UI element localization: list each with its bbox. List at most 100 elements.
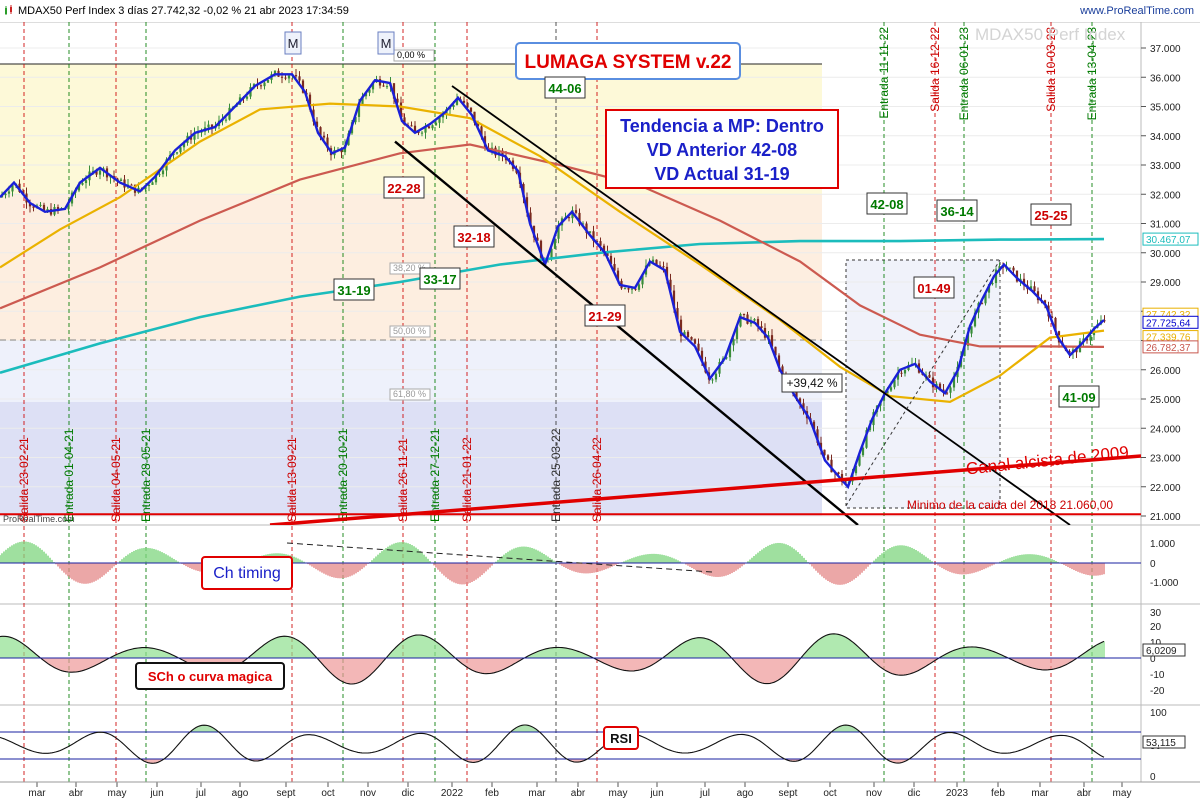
candle-body xyxy=(207,124,210,128)
candle-body xyxy=(147,184,151,187)
rsi-line xyxy=(0,724,1105,764)
price-tick-label: 31.000 xyxy=(1150,220,1181,231)
candle-body xyxy=(823,449,826,456)
candle-body xyxy=(662,266,665,268)
candle-body xyxy=(399,102,403,118)
candle-body xyxy=(438,117,441,123)
chart-header: MDAX50 Perf Index 3 días 27.742,32 -0,02… xyxy=(0,0,1200,23)
candle-body xyxy=(623,288,627,290)
candle-body xyxy=(130,184,133,186)
price-tick-label: 29.000 xyxy=(1150,278,1181,289)
time-tick-label: oct xyxy=(321,788,335,799)
candle-body xyxy=(1015,270,1019,282)
candle-body xyxy=(690,337,693,340)
signal-label: Entrada 28-05-21 xyxy=(139,428,153,522)
candle-body xyxy=(175,152,179,154)
candle-body xyxy=(599,241,602,246)
price-label-text: 27.725,64 xyxy=(1146,318,1191,329)
candle-body xyxy=(67,203,70,210)
candle-body xyxy=(781,366,784,374)
candle-body xyxy=(39,204,42,206)
channel-upper-line xyxy=(451,85,1071,525)
candle-body xyxy=(966,333,970,346)
score-value: 32-18 xyxy=(457,230,490,245)
candle-body xyxy=(991,283,994,285)
candle-body xyxy=(700,350,704,362)
time-tick-label: 2023 xyxy=(946,788,969,799)
indicator-tick: 0 xyxy=(1150,559,1156,570)
candle-body xyxy=(462,100,466,103)
candle-body xyxy=(655,259,658,266)
indicator-name: Ch timing xyxy=(213,565,281,582)
annotation-labels: MDAX50 Perf Index 0,00 % 38,20 % 50,00 % 61,… xyxy=(3,25,1130,750)
candle-body xyxy=(893,379,896,388)
candle-body xyxy=(613,263,616,271)
candle-body xyxy=(739,314,742,327)
candle-body xyxy=(728,345,732,358)
indicator-tick: 30 xyxy=(1150,608,1162,619)
m-marker: M xyxy=(288,36,299,51)
signal-label: Entrada 01-04-21 xyxy=(62,428,76,522)
candle-body xyxy=(735,326,739,340)
candle-body xyxy=(609,255,613,264)
candle-body xyxy=(151,182,154,185)
candle-body xyxy=(630,288,634,290)
indicator-tick: 0 xyxy=(1150,654,1156,665)
score-box xyxy=(333,278,375,301)
candle-body xyxy=(1022,278,1026,286)
candle-body xyxy=(28,202,32,207)
candle-body xyxy=(980,303,984,305)
price-tick-label: 26.000 xyxy=(1150,366,1181,377)
candle-body xyxy=(161,170,165,175)
score-value: 21-29 xyxy=(588,309,621,324)
candle-body xyxy=(340,149,343,153)
candle-body xyxy=(742,314,746,316)
candle-body xyxy=(259,85,263,87)
time-tick-label: feb xyxy=(485,788,499,799)
price-label-box xyxy=(1142,232,1199,246)
candle-body xyxy=(319,127,322,136)
candle-body xyxy=(42,204,46,211)
price-label-text: 27.339,76 xyxy=(1146,333,1191,344)
signal-label: Salida 13-09-21 xyxy=(285,437,299,522)
candle-body xyxy=(361,96,364,106)
candle-body xyxy=(420,132,424,134)
indicator-name: SCh o curva magica xyxy=(148,669,273,684)
time-tick-label: sept xyxy=(277,788,296,799)
candle-body xyxy=(536,237,539,241)
candle-body xyxy=(994,269,998,284)
time-tick-label: abr xyxy=(1077,788,1092,799)
brand-link[interactable]: www.ProRealTime.com xyxy=(1080,5,1194,17)
candle-body xyxy=(525,197,529,213)
trend-line: Tendencia a MP: Dentro xyxy=(620,116,824,136)
candle-body xyxy=(938,383,942,390)
score-box xyxy=(1030,203,1072,226)
time-tick-label: ago xyxy=(737,788,754,799)
candle-body xyxy=(1033,286,1036,292)
candle-body xyxy=(357,105,361,117)
candle-body xyxy=(595,240,599,242)
time-tick-label: jun xyxy=(649,788,663,799)
candle-body xyxy=(637,284,641,290)
time-tick-label: may xyxy=(108,788,127,799)
indicator-tick: -20 xyxy=(1150,686,1165,697)
candle-body xyxy=(732,339,735,346)
price-axis: 37.000 36.000 35.000 34.000 33.000 32.000 31.0… xyxy=(0,44,1200,799)
candle-body xyxy=(494,147,497,156)
candle-body xyxy=(1068,351,1071,353)
time-tick-label: jul xyxy=(195,788,206,799)
price-tick-label: 25.000 xyxy=(1150,395,1181,406)
candle-body xyxy=(574,210,578,213)
candle-body xyxy=(886,390,889,394)
candle-body xyxy=(889,387,893,391)
candle-body xyxy=(95,170,98,175)
candle-body xyxy=(683,331,686,337)
price-chart[interactable]: Salida 23-02-21 Entrada 01-04-21 Salida 04… xyxy=(0,22,1200,800)
indicator-name: RSI xyxy=(610,731,632,746)
candle-body xyxy=(490,147,494,149)
time-tick-label: jun xyxy=(149,788,163,799)
indicator-panels xyxy=(0,541,1141,764)
candle-body xyxy=(998,266,1001,270)
candle-body xyxy=(592,231,595,241)
candle-body xyxy=(294,75,298,77)
